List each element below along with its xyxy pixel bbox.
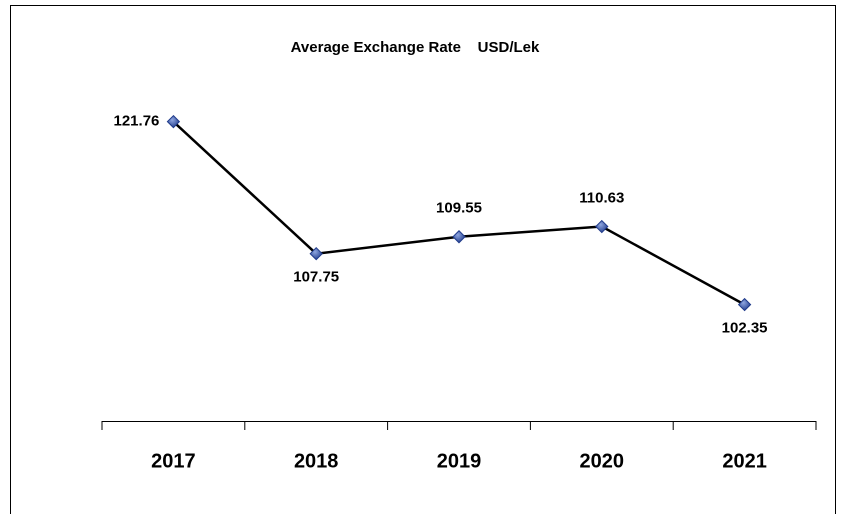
chart-frame: [10, 5, 836, 514]
x-tick-label: 2020: [580, 450, 625, 472]
x-tick-label: 2019: [437, 450, 482, 472]
marker: [166, 114, 181, 129]
data-label: 121.76: [114, 113, 160, 130]
x-tick-label: 2021: [722, 450, 767, 472]
x-tick-label: 2017: [151, 450, 196, 472]
marker: [595, 219, 609, 234]
marker: [737, 297, 752, 312]
x-tick-label: 2018: [294, 450, 339, 472]
marker: [452, 230, 466, 244]
chart-title: Average Exchange Rate USD/Lek: [291, 39, 540, 56]
data-label: 102.35: [722, 320, 768, 337]
data-label: 109.55: [436, 200, 482, 217]
data-label: 110.63: [579, 190, 624, 207]
marker: [309, 246, 323, 261]
data-label: 107.75: [293, 269, 339, 286]
